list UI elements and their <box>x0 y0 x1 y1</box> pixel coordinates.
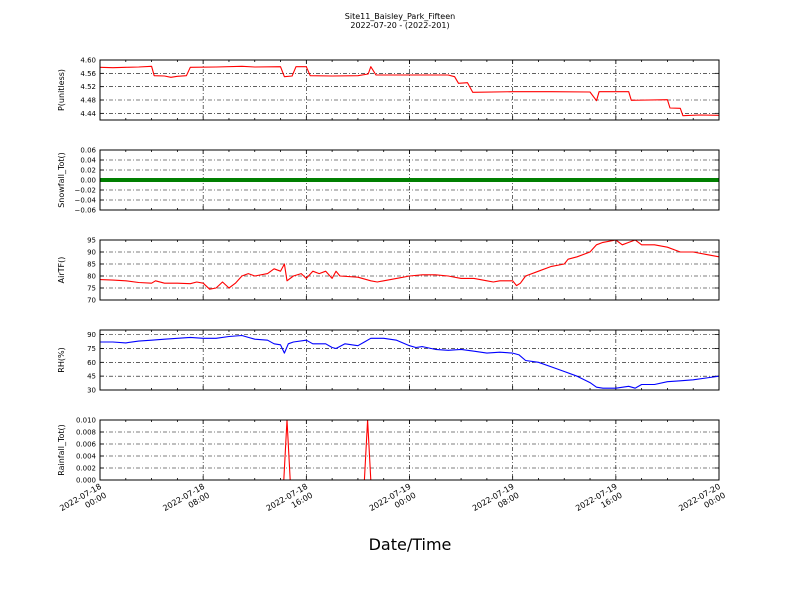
y-tick-label: 0.010 <box>76 417 96 425</box>
y-tick-label: 70 <box>87 297 96 305</box>
y-tick-label: 90 <box>87 249 96 257</box>
y-tick-label: −0.06 <box>75 207 97 215</box>
panel-5: 0.000 0.002 0.004 0.006 0.008 0.010 Rainfall_T… <box>57 417 720 485</box>
axes-frame <box>99 59 720 121</box>
y-tick-label: 4.48 <box>80 97 96 105</box>
y-axis-label: P(unitless) <box>57 69 66 111</box>
y-tick-label: 0.004 <box>76 453 97 461</box>
y-tick-label: 4.44 <box>80 110 96 118</box>
y-tick-label: 60 <box>87 359 96 367</box>
y-tick-label: 85 <box>87 261 96 269</box>
panel-1: 4.44 4.48 4.52 4.56 4.60 P(unitless) <box>57 57 720 121</box>
axes-frame <box>99 239 720 301</box>
y-tick-label: 30 <box>87 387 96 395</box>
y-axis-label: AirTF() <box>57 257 66 284</box>
y-tick-label: 0.006 <box>76 441 97 449</box>
data-series-line <box>99 65 720 117</box>
y-tick-label: 0.02 <box>80 167 96 175</box>
y-tick-label: 4.60 <box>80 57 96 65</box>
y-tick-label: 75 <box>87 345 96 353</box>
y-tick-label: 4.56 <box>80 70 96 78</box>
axes-frame <box>99 149 720 211</box>
y-tick-label: 0.06 <box>80 147 96 155</box>
panels: 4.444.484.524.564.60P(unitless)−0.06−0.0… <box>57 57 720 485</box>
panel-3: 70 75 80 85 90 95 AirTF() <box>57 237 720 305</box>
x-axis-label: Date/Time <box>369 535 452 554</box>
y-tick-label: 90 <box>87 331 96 339</box>
axes-frame <box>99 419 720 481</box>
y-tick-label: 80 <box>87 273 96 281</box>
y-tick-label: 0.008 <box>76 429 96 437</box>
data-series-line <box>100 334 720 389</box>
y-axis-label: Rainfall_Tot() <box>57 424 66 476</box>
y-tick-label: −0.04 <box>75 197 97 205</box>
y-tick-label: 0.002 <box>76 465 96 473</box>
y-tick-label: 75 <box>87 285 96 293</box>
panel-4: 30 45 60 75 90 RH(%) <box>57 329 720 395</box>
y-tick-label: 0.000 <box>76 477 96 485</box>
axes-frame <box>99 329 720 391</box>
y-tick-label: −0.02 <box>75 187 96 195</box>
panel-2: −0.06 −0.04 −0.02 0.00 0.02 0.04 0.06 Snowfall_… <box>57 147 720 215</box>
y-axis-label: RH(%) <box>57 347 66 372</box>
y-tick-label: 4.52 <box>80 83 96 91</box>
y-tick-label: 0.00 <box>80 177 96 185</box>
chart-title: Site11_Baisley_Park_Fifteen <box>345 12 455 21</box>
y-tick-label: 0.04 <box>80 157 96 165</box>
data-series-line <box>99 239 720 290</box>
y-tick-label: 95 <box>87 237 96 245</box>
y-axis-label: Snowfall_Tot() <box>57 152 66 208</box>
y-tick-label: 45 <box>87 373 96 381</box>
chart-subtitle: 2022-07-20 - (2022-201) <box>350 21 449 30</box>
